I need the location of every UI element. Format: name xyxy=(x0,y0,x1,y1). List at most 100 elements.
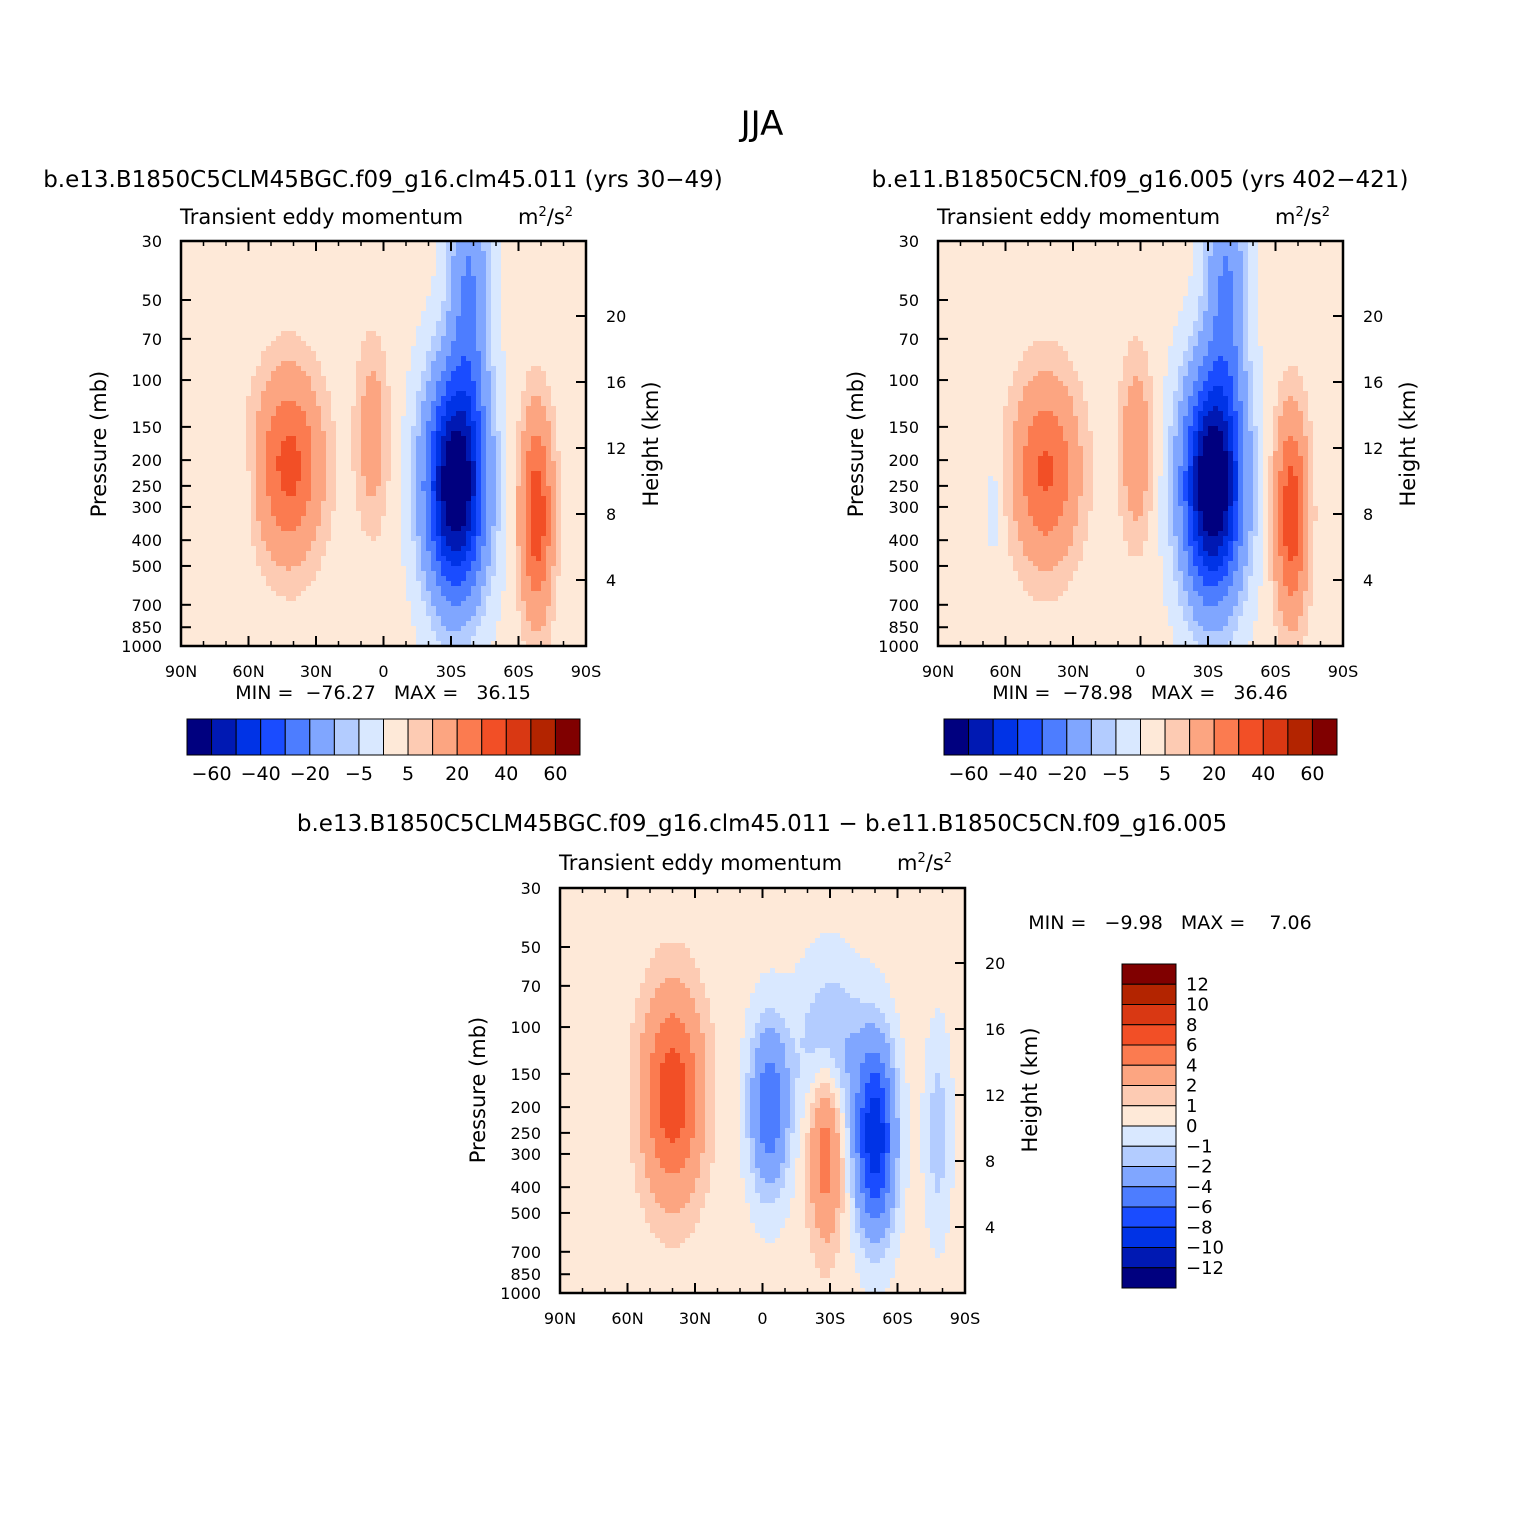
field-cell xyxy=(566,331,572,337)
field-cell xyxy=(341,271,347,277)
field-cell xyxy=(216,351,222,357)
field-cell xyxy=(346,331,352,337)
field-cell xyxy=(521,306,527,312)
field-cell xyxy=(261,511,267,517)
field-cell xyxy=(486,356,492,362)
field-cell xyxy=(501,301,507,307)
field-cell xyxy=(511,506,517,512)
field-cell xyxy=(271,326,277,332)
field-cell xyxy=(191,521,197,527)
field-cell xyxy=(361,431,367,437)
field-cell xyxy=(546,356,552,362)
field-cell xyxy=(231,241,237,247)
field-cell xyxy=(411,371,417,377)
field-cell xyxy=(256,526,262,532)
field-cell xyxy=(541,361,547,367)
field-cell xyxy=(301,306,307,312)
field-cell xyxy=(361,521,367,527)
field-cell xyxy=(391,296,397,302)
field-cell xyxy=(256,281,262,287)
field-cell xyxy=(531,261,537,267)
field-cell xyxy=(376,411,382,417)
field-cell xyxy=(331,396,337,402)
field-cell xyxy=(191,531,197,537)
field-cell xyxy=(286,486,292,492)
field-cell xyxy=(331,391,337,397)
field-cell xyxy=(251,381,257,387)
field-cell xyxy=(261,521,267,527)
field-cell xyxy=(231,386,237,392)
field-cell xyxy=(371,471,377,477)
field-cell xyxy=(501,476,507,482)
field-cell xyxy=(271,471,277,477)
field-cell xyxy=(306,466,312,472)
field-cell xyxy=(401,251,407,257)
field-cell xyxy=(436,241,442,247)
field-cell xyxy=(511,341,517,347)
field-cell xyxy=(201,456,207,462)
field-cell xyxy=(281,516,287,522)
field-cell xyxy=(276,246,282,252)
field-cell xyxy=(476,306,482,312)
field-cell xyxy=(361,531,367,537)
field-cell xyxy=(271,321,277,327)
field-cell xyxy=(186,346,192,352)
field-cell xyxy=(581,396,586,402)
field-cell xyxy=(271,296,277,302)
field-cell xyxy=(521,331,527,337)
field-cell xyxy=(576,246,582,252)
field-cell xyxy=(321,256,327,262)
field-cell xyxy=(481,486,487,492)
field-cell xyxy=(426,466,432,472)
field-cell xyxy=(276,256,282,262)
field-cell xyxy=(301,541,307,547)
field-cell xyxy=(401,241,407,247)
field-cell xyxy=(571,466,577,472)
field-cell xyxy=(231,251,237,257)
field-cell xyxy=(566,291,572,297)
field-cell xyxy=(331,321,337,327)
field-cell xyxy=(326,296,332,302)
field-cell xyxy=(541,416,547,422)
field-cell xyxy=(311,461,317,467)
field-cell xyxy=(271,256,277,262)
field-cell xyxy=(256,306,262,312)
field-cell xyxy=(306,516,312,522)
field-cell xyxy=(226,521,232,527)
field-cell xyxy=(491,341,497,347)
field-cell xyxy=(436,396,442,402)
field-cell xyxy=(251,261,257,267)
field-cell xyxy=(191,421,197,427)
field-cell xyxy=(186,511,192,517)
field-cell xyxy=(326,431,332,437)
field-cell xyxy=(486,416,492,422)
field-cell xyxy=(211,481,217,487)
field-cell xyxy=(561,316,567,322)
field-cell xyxy=(276,266,282,272)
field-cell xyxy=(411,441,417,447)
field-cell xyxy=(486,481,492,487)
field-cell xyxy=(291,311,297,317)
field-cell xyxy=(231,341,237,347)
field-cell xyxy=(416,336,422,342)
field-cell xyxy=(316,346,322,352)
field-cell xyxy=(301,396,307,402)
field-cell xyxy=(511,366,517,372)
field-cell xyxy=(261,481,267,487)
field-cell xyxy=(536,291,542,297)
field-cell xyxy=(551,421,557,427)
field-cell xyxy=(381,396,387,402)
field-cell xyxy=(301,456,307,462)
field-cell xyxy=(411,406,417,412)
field-cell xyxy=(451,321,457,327)
field-cell xyxy=(201,311,207,317)
field-cell xyxy=(301,321,307,327)
field-cell xyxy=(571,426,577,432)
field-cell xyxy=(221,286,227,292)
field-cell xyxy=(476,376,482,382)
field-cell xyxy=(246,486,252,492)
field-cell xyxy=(476,411,482,417)
field-cell xyxy=(251,541,257,547)
field-cell xyxy=(326,386,332,392)
field-cell xyxy=(551,261,557,267)
